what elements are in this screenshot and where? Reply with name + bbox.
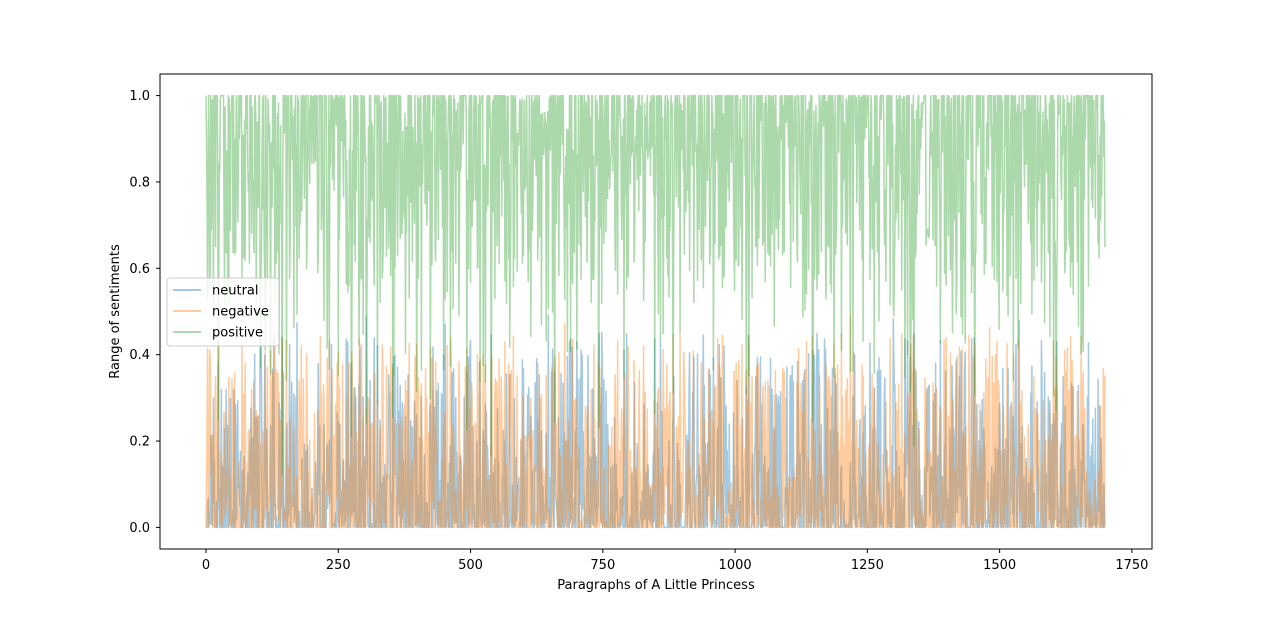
- x-tick-label: 0: [202, 558, 210, 573]
- series-line-positive: [205, 94, 1106, 476]
- x-tick-label: 1750: [1115, 558, 1148, 573]
- legend-label-positive: positive: [212, 326, 263, 341]
- y-tick-label: 0.2: [129, 435, 150, 450]
- y-tick-label: 1.0: [129, 89, 150, 104]
- y-tick-label: 0.8: [129, 175, 150, 190]
- x-tick-label: 750: [590, 558, 615, 573]
- legend-label-negative: negative: [212, 305, 269, 320]
- legend: neutral negative positive: [166, 277, 280, 347]
- x-tick-label: 500: [458, 558, 483, 573]
- legend-label-neutral: neutral: [212, 284, 259, 299]
- series-line-neutral: [205, 314, 1106, 529]
- x-tick-label: 250: [326, 558, 351, 573]
- y-tick-label: 0.0: [129, 521, 150, 536]
- x-axis-ticks: 0 250 500 750 1000 1250 1500 1750: [202, 549, 1148, 573]
- series-line-negative: [205, 315, 1106, 529]
- x-axis-label: Paragraphs of A Little Princess: [557, 578, 755, 593]
- x-tick-label: 1250: [851, 558, 884, 573]
- legend-box: [166, 277, 280, 347]
- y-tick-label: 0.4: [129, 348, 150, 363]
- axes-frame: [159, 73, 1153, 550]
- x-tick-label: 1500: [983, 558, 1016, 573]
- y-axis-label: Range of sentiments: [108, 244, 123, 379]
- y-tick-label: 0.6: [129, 262, 150, 277]
- x-tick-label: 1000: [719, 558, 752, 573]
- plot-lines: [205, 94, 1106, 529]
- y-axis-ticks: 0.0 0.2 0.4 0.6 0.8 1.0: [129, 89, 160, 536]
- legend-items: neutral negative positive: [173, 284, 269, 341]
